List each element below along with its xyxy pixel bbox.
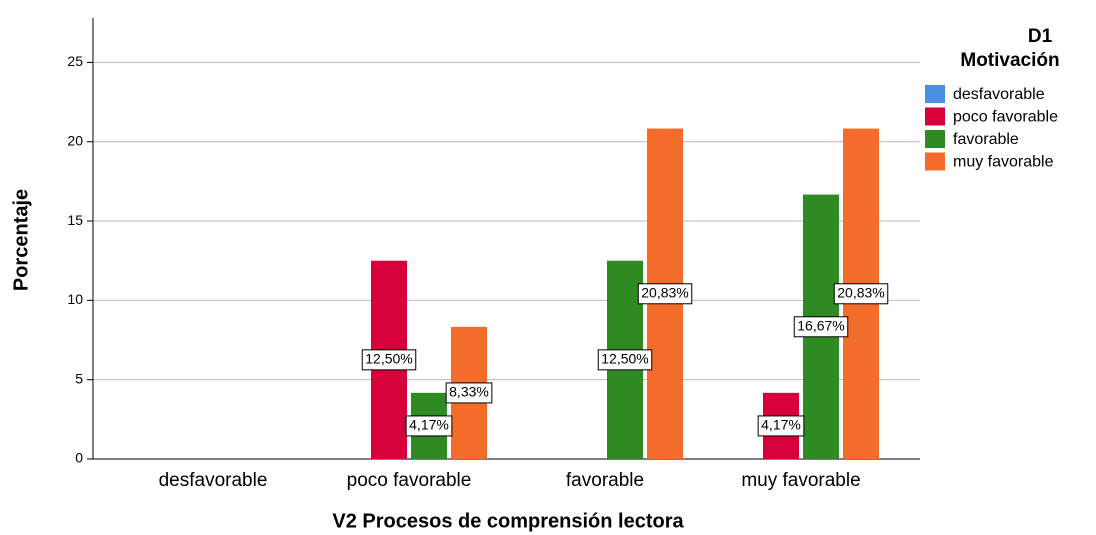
- y-tick-label: 0: [75, 450, 83, 466]
- legend-swatch: [925, 107, 945, 126]
- legend-title: Motivación: [960, 50, 1059, 71]
- y-tick-label: 5: [75, 370, 83, 386]
- y-tick-label: 15: [67, 212, 83, 228]
- value-label-box: [361, 349, 417, 371]
- value-label-box: [445, 382, 493, 404]
- value-label: 4,17%: [761, 417, 801, 433]
- x-tick-label: desfavorable: [159, 470, 268, 491]
- value-label: 8,33%: [449, 384, 489, 400]
- legend-swatch: [925, 85, 945, 103]
- x-tick-label: muy favorable: [741, 470, 860, 491]
- value-label: 12,50%: [601, 351, 648, 367]
- legend-title: D1: [1028, 26, 1053, 47]
- y-tick-label: 25: [67, 53, 83, 69]
- y-tick-label: 20: [67, 132, 83, 148]
- legend-label: muy favorable: [953, 154, 1054, 171]
- x-tick-label: favorable: [566, 470, 644, 491]
- value-label-box: [637, 283, 693, 305]
- value-label-box: [405, 415, 453, 437]
- value-label: 16,67%: [797, 317, 844, 333]
- value-label: 20,83%: [641, 284, 688, 300]
- value-label-box: [597, 349, 653, 371]
- value-label-box: [757, 415, 805, 437]
- y-axis-title: Porcentaje: [10, 189, 32, 291]
- legend-label: desfavorable: [953, 86, 1045, 103]
- y-tick-label: 10: [67, 291, 83, 307]
- x-tick-label: poco favorable: [347, 470, 472, 491]
- value-label-box: [793, 316, 849, 338]
- legend-label: favorable: [953, 131, 1019, 148]
- value-label: 12,50%: [365, 351, 412, 367]
- x-axis-title: V2 Procesos de comprensión lectora: [332, 510, 684, 532]
- legend-swatch: [925, 130, 945, 148]
- value-label: 20,83%: [837, 284, 884, 300]
- legend-swatch: [925, 152, 945, 171]
- value-label: 4,17%: [409, 417, 449, 433]
- value-label-box: [833, 283, 889, 305]
- legend-label: poco favorable: [953, 109, 1058, 126]
